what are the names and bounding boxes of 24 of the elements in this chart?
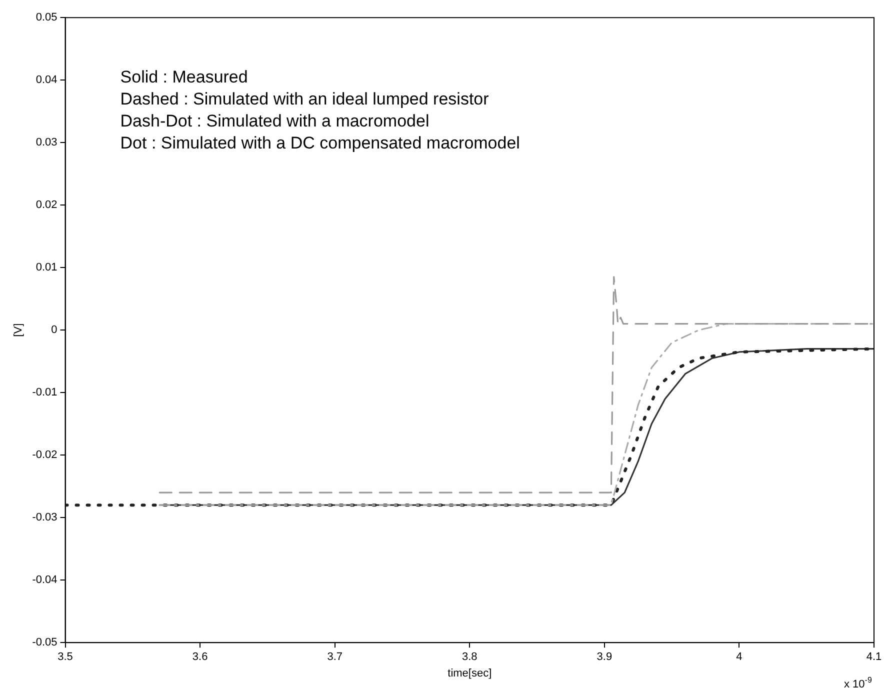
y-tick-label: -0.04 (32, 574, 58, 586)
y-tick-label: -0.03 (32, 512, 58, 524)
y-tick-label: -0.01 (32, 386, 58, 399)
y-tick-label: 0.01 (36, 262, 58, 274)
x-tick-label: 4.1 (866, 651, 882, 664)
x-axis-title: time[sec] (448, 667, 492, 680)
y-tick-label: -0.05 (32, 636, 58, 649)
x-tick-label: 3.8 (462, 651, 478, 664)
x-tick-label: 3.9 (596, 651, 612, 664)
y-tick-label: 0.02 (36, 199, 58, 212)
annotation: Dot : Simulated with a DC compensated macromodel (120, 134, 520, 153)
y-tick-label: 0.03 (36, 136, 58, 149)
y-tick-label: -0.02 (32, 449, 58, 462)
y-axis-title: [V] (12, 323, 25, 337)
x-tick-label: 3.6 (192, 651, 208, 664)
x-tick-label: 3.7 (327, 651, 342, 664)
x-tick-label: 4 (736, 651, 742, 664)
y-tick-label: 0 (51, 324, 58, 336)
y-tick-label: 0.04 (36, 74, 58, 86)
annotation: Solid : Measured (120, 68, 248, 87)
y-tick-label: 0.05 (36, 12, 58, 24)
annotation: Dash-Dot : Simulated with a macromodel (120, 112, 430, 131)
x-tick-label: 3.5 (58, 651, 73, 664)
annotation: Dashed : Simulated with an ideal lumped resistor (120, 90, 490, 109)
